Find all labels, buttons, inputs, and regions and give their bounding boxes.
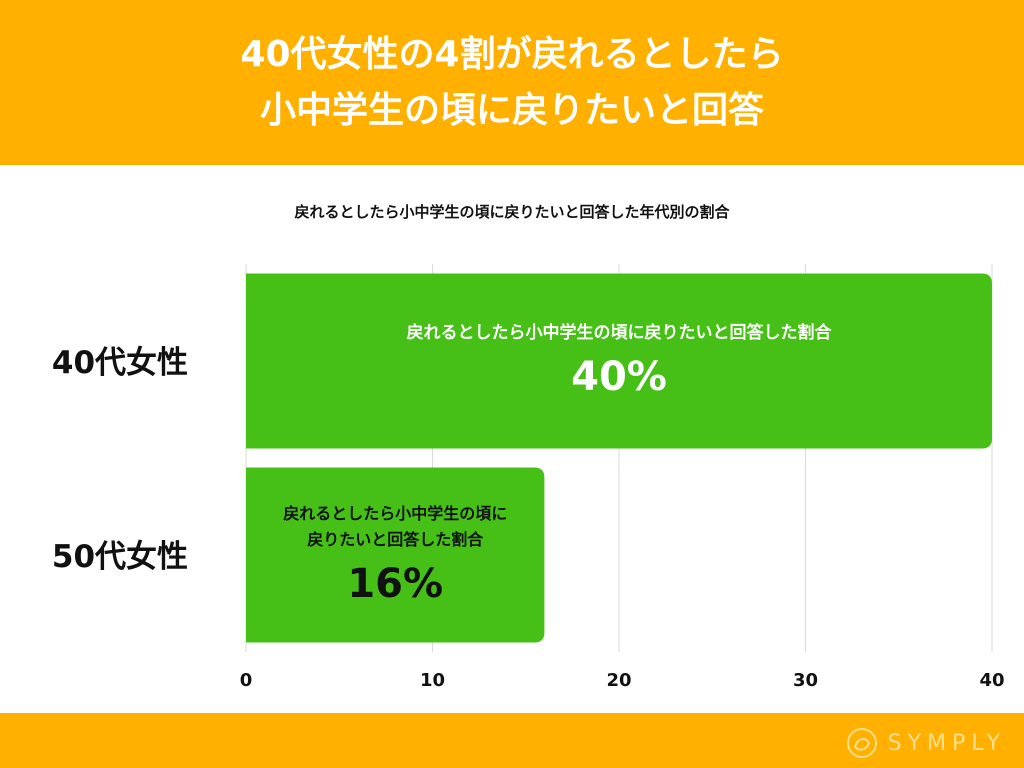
header-title-line2: 小中学生の頃に戻りたいと回答 [259,89,764,131]
logo-text: SYMPLY [887,730,1006,756]
x-tick-label: 0 [240,670,253,691]
category-label: 50代女性 [52,539,188,575]
bar-annotation: 戻れるとしたら小中学生の頃に戻りたいと回答した割合 40% [246,274,992,449]
logo-mark-icon [846,728,877,758]
bar-chart: 40代女性 50代女性 0 10 20 30 40 [52,264,1005,691]
header-title-line1: 40代女性の4割が戻れるとしたら [240,33,784,75]
footer-banner: SYMPLY [0,713,1024,768]
x-tick-label: 20 [606,670,631,691]
header-banner: 40代女性の4割が戻れるとしたら 小中学生の頃に戻りたいと回答 [0,0,1024,165]
bar-label: 戻れるとしたら小中学生の頃に 戻りたいと回答した割合 [283,504,508,549]
chart-title: 戻れるとしたら小中学生の頃に戻りたいと回答した年代別の割合 [294,203,730,221]
brand-logo: SYMPLY [844,725,1006,761]
value-label: 40% [571,354,667,400]
x-tick-label: 30 [793,670,818,691]
bar [246,273,992,449]
bar-annotation: 戻れるとしたら小中学生の頃に 戻りたいと回答した割合 16% [246,468,544,643]
x-tick-label: 10 [420,670,445,691]
x-tick-label: 40 [979,670,1004,691]
value-label: 16% [347,561,444,607]
bar [246,467,545,643]
bar-label: 戻れるとしたら小中学生の頃に戻りたいと回答した割合 [406,323,832,343]
category-label: 40代女性 [52,345,188,381]
